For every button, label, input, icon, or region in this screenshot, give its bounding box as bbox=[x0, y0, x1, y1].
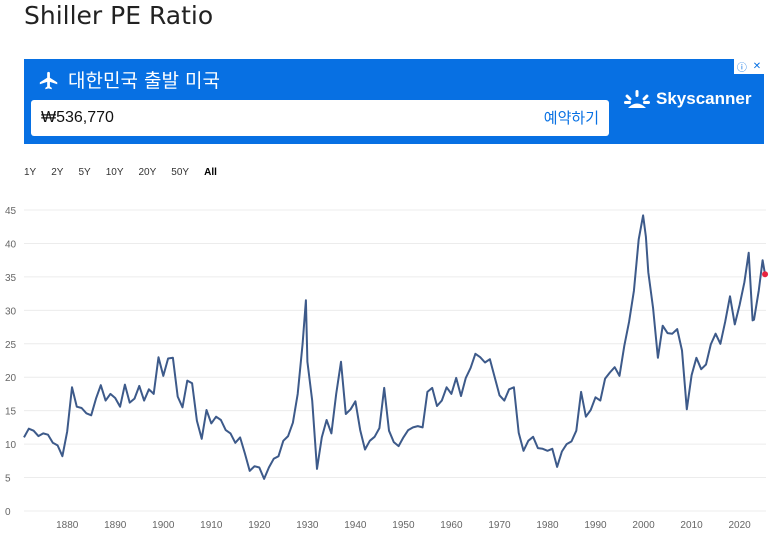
x-tick-label-2020: 2020 bbox=[728, 520, 751, 530]
y-tick-label-20: 20 bbox=[5, 373, 17, 384]
page-title: Shiller PE Ratio bbox=[24, 1, 214, 30]
x-tick-label-1880: 1880 bbox=[56, 520, 79, 530]
y-tick-label-0: 0 bbox=[5, 507, 11, 518]
x-axis-ticks: 1880 1890 1900 1910 1920 1930 1940 1950 1960 1970… bbox=[56, 520, 751, 530]
y-tick-label-35: 35 bbox=[5, 273, 17, 284]
skyscanner-ad-banner[interactable]: 대한민국 출발 미국 ₩536,770 예약하기 Skyscanner ⓘ ✕ bbox=[24, 59, 764, 144]
x-tick-label-1940: 1940 bbox=[344, 520, 367, 530]
x-tick-label-2000: 2000 bbox=[632, 520, 655, 530]
x-tick-label-2010: 2010 bbox=[680, 520, 703, 530]
y-tick-label-25: 25 bbox=[5, 340, 17, 351]
ad-route[interactable]: 대한민국 출발 미국 bbox=[38, 67, 220, 95]
y-tick-label-30: 30 bbox=[5, 306, 17, 317]
adchoices-badge[interactable]: ⓘ ✕ bbox=[734, 59, 764, 74]
y-tick-label-45: 45 bbox=[5, 206, 17, 217]
skyscanner-logo[interactable]: Skyscanner bbox=[624, 89, 751, 109]
range-button-all[interactable]: All bbox=[204, 167, 217, 178]
x-tick-label-1980: 1980 bbox=[536, 520, 559, 530]
range-button-5y[interactable]: 5Y bbox=[78, 167, 91, 178]
close-icon[interactable]: ✕ bbox=[752, 61, 762, 72]
sunrise-icon bbox=[624, 90, 650, 108]
info-icon[interactable]: ⓘ bbox=[736, 63, 747, 74]
last-value-marker bbox=[762, 271, 769, 278]
x-tick-label-1900: 1900 bbox=[152, 520, 175, 530]
range-button-10y[interactable]: 10Y bbox=[105, 167, 124, 178]
x-tick-label-1930: 1930 bbox=[296, 520, 319, 530]
grid-lines bbox=[24, 209, 766, 512]
x-tick-label-1920: 1920 bbox=[248, 520, 271, 530]
x-tick-label-1910: 1910 bbox=[200, 520, 223, 530]
x-tick-label-1890: 1890 bbox=[104, 520, 127, 530]
x-tick-label-1990: 1990 bbox=[584, 520, 607, 530]
y-tick-label-40: 40 bbox=[5, 239, 17, 250]
ad-price: ₩536,770 bbox=[41, 109, 114, 126]
range-button-20y[interactable]: 20Y bbox=[138, 167, 157, 178]
brand-name: Skyscanner bbox=[656, 89, 752, 108]
y-tick-label-5: 5 bbox=[5, 474, 11, 485]
series-line-shiller-pe bbox=[23, 214, 766, 480]
ad-price-box[interactable]: ₩536,770 예약하기 bbox=[31, 100, 609, 136]
range-button-2y[interactable]: 2Y bbox=[51, 167, 64, 178]
range-button-1y[interactable]: 1Y bbox=[24, 167, 37, 178]
x-tick-label-1970: 1970 bbox=[488, 520, 511, 530]
range-button-50y[interactable]: 50Y bbox=[171, 167, 190, 178]
x-tick-label-1950: 1950 bbox=[392, 520, 415, 530]
plane-icon bbox=[39, 71, 58, 90]
y-tick-label-10: 10 bbox=[5, 440, 17, 451]
y-tick-label-15: 15 bbox=[5, 407, 17, 418]
book-button[interactable]: 예약하기 bbox=[543, 109, 599, 127]
x-tick-label-1960: 1960 bbox=[440, 520, 463, 530]
range-selector: 1Y 2Y 5Y 10Y 20Y 50Y All bbox=[24, 167, 232, 178]
y-axis-ticks: 0 5 10 15 20 25 30 35 40 45 bbox=[5, 206, 17, 518]
ad-route-label: 대한민국 출발 미국 bbox=[68, 70, 220, 92]
